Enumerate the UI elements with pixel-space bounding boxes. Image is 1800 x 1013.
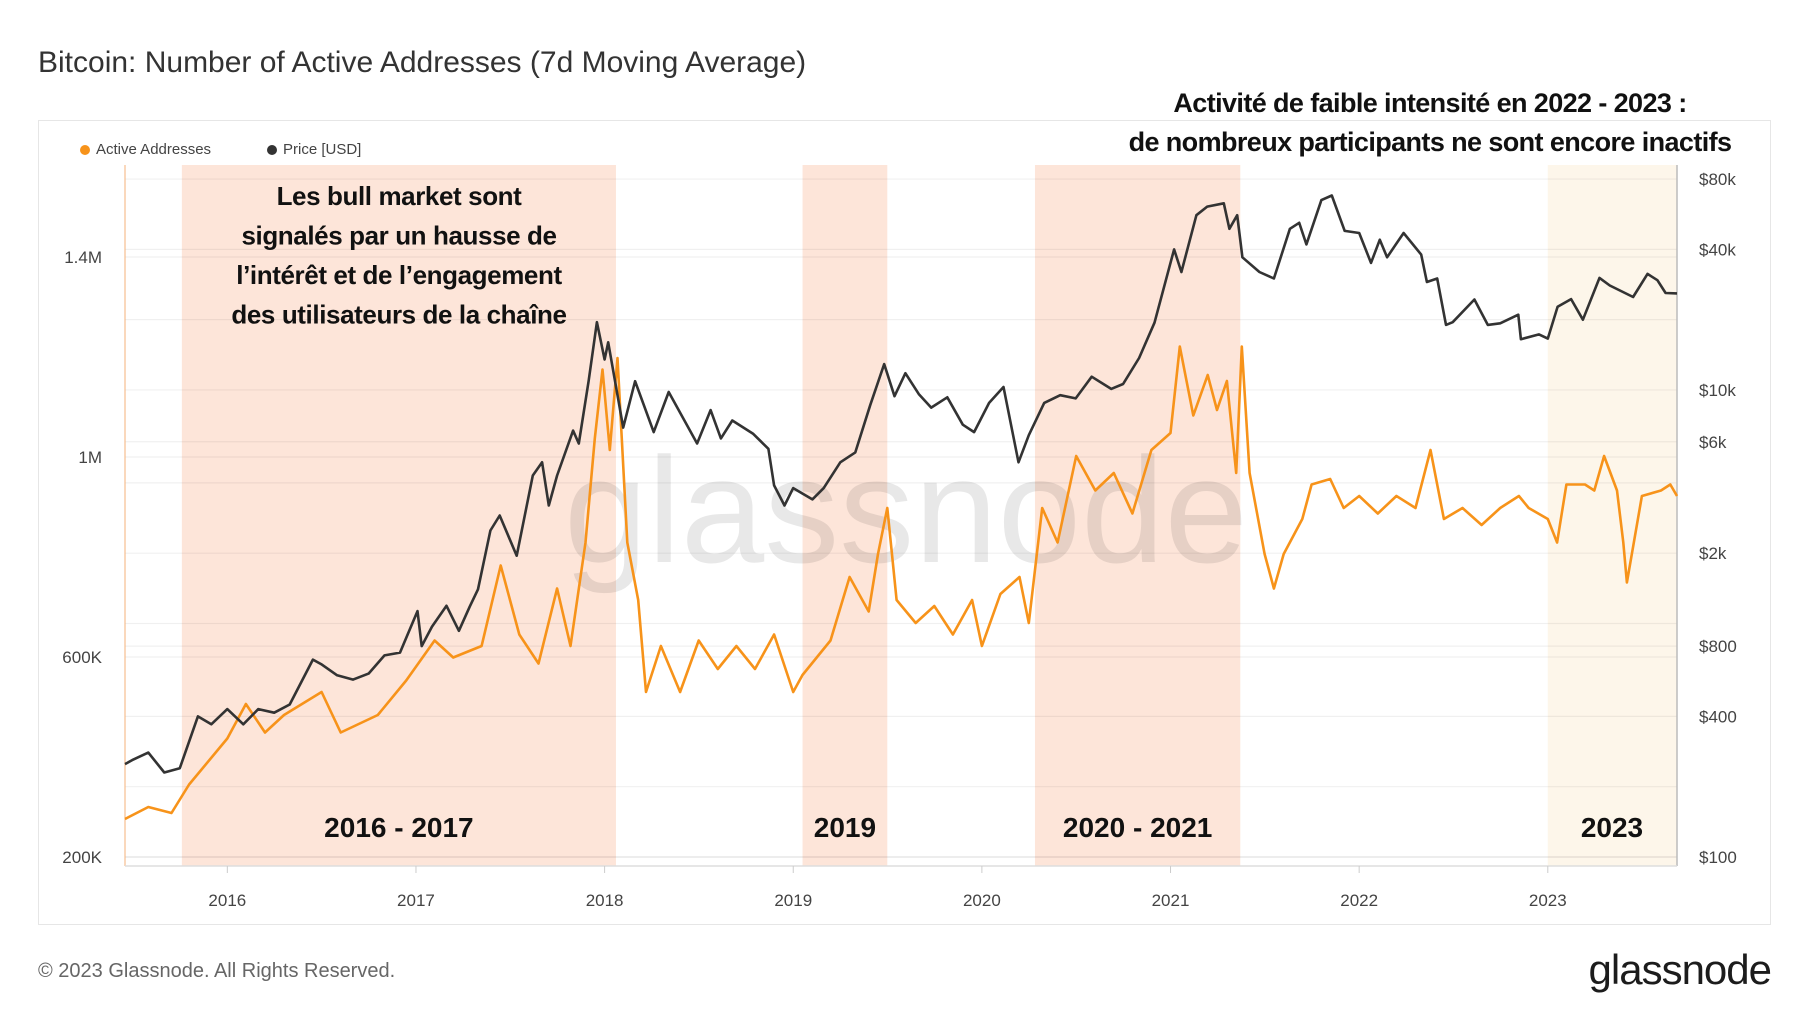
- y-right-tick-label: $6k: [1699, 433, 1727, 452]
- x-tick-label: 2020: [963, 891, 1001, 910]
- legend-dot-icon: [267, 144, 277, 155]
- x-tick-label: 2021: [1152, 891, 1190, 910]
- y-right-tick-label: $800: [1699, 637, 1737, 656]
- y-left-tick-label: 1.4M: [64, 248, 102, 267]
- series-line-active-addresses: [124, 345, 1679, 821]
- glassnode-logo: glassnode: [1588, 946, 1772, 993]
- annotation-inside-line: Les bull market sont: [277, 181, 523, 211]
- y-right-tick-label: $10k: [1699, 381, 1736, 400]
- band-label: 2020 - 2021: [1063, 812, 1212, 843]
- legend-label: Active Addresses: [96, 141, 212, 158]
- band-label: 2023: [1581, 812, 1643, 843]
- band-label: 2016 - 2017: [324, 812, 473, 843]
- highlight-band: [1547, 165, 1677, 866]
- legend-item-price[interactable]: Price [USD]: [267, 141, 361, 158]
- series-line-price: [124, 194, 1678, 774]
- legend-label: Price [USD]: [283, 141, 362, 158]
- watermark-text: glassnode: [564, 426, 1248, 594]
- annotation-top-line-2: de nombreux participants ne sont encore …: [1128, 127, 1732, 157]
- y-left-tick-label: 1M: [78, 448, 102, 467]
- x-tick-label: 2017: [397, 891, 435, 910]
- y-left-tick-label: 200K: [62, 848, 102, 867]
- copyright-footer: © 2023 Glassnode. All Rights Reserved.: [38, 960, 396, 982]
- annotation-inside-line: signalés par un hausse de: [241, 221, 556, 251]
- x-tick-label: 2023: [1529, 891, 1567, 910]
- y-right-tick-label: $40k: [1699, 240, 1736, 259]
- legend-dot-icon: [80, 144, 90, 155]
- legend-item-active-addresses[interactable]: Active Addresses: [80, 141, 211, 158]
- x-tick-label: 2018: [586, 891, 624, 910]
- highlight-band: [181, 165, 616, 866]
- x-tick-label: 2019: [774, 891, 812, 910]
- chart-frame: [38, 120, 1771, 925]
- y-right-tick-label: $2k: [1699, 544, 1727, 563]
- annotation-inside-line: des utilisateurs de la chaîne: [231, 300, 566, 330]
- x-tick-label: 2022: [1340, 891, 1378, 910]
- y-left-tick-label: 600K: [62, 648, 102, 667]
- y-right-tick-label: $400: [1699, 707, 1737, 726]
- band-label: 2019: [814, 812, 876, 843]
- highlight-band: [802, 165, 888, 866]
- chart-title: Bitcoin: Number of Active Addresses (7d …: [38, 46, 807, 79]
- annotation-inside-line: l’intérêt et de l’engagement: [236, 260, 562, 290]
- annotation-top-line-1: Activité de faible intensité en 2022 - 2…: [1173, 88, 1687, 118]
- highlight-band: [1034, 165, 1241, 866]
- x-tick-label: 2016: [208, 891, 246, 910]
- y-right-tick-label: $100: [1699, 848, 1737, 867]
- y-right-tick-label: $80k: [1699, 170, 1736, 189]
